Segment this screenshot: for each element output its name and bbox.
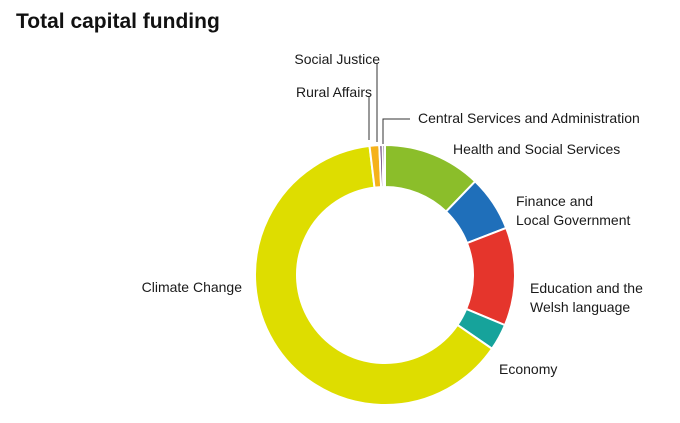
labels-group: Health and Social Services Finance and Loc…: [142, 51, 643, 377]
label-line: Central Services and Administration: [418, 110, 640, 126]
slices-group: [254, 143, 516, 406]
slice-climate-change: [254, 144, 494, 406]
label-line: Local Government: [516, 212, 631, 228]
slice-central-services-and-administration: [381, 143, 386, 189]
label-line: Climate Change: [142, 279, 243, 295]
label-line: Economy: [499, 361, 557, 377]
label-line: Finance and: [516, 193, 593, 209]
label-economy: Economy: [499, 361, 557, 377]
leader-line-central-services-and-administration: [382, 118, 410, 144]
label-education-and-the-welsh-language: Education and the Welsh language: [530, 280, 643, 315]
chart-title: Total capital funding: [16, 10, 220, 33]
label-line: Rural Affairs: [296, 84, 372, 100]
label-rural-affairs: Rural Affairs: [296, 84, 372, 100]
label-finance-and-local-government: Finance and Local Government: [516, 193, 631, 228]
label-health-and-social-services: Health and Social Services: [453, 141, 620, 157]
leader-lines-group: [368, 63, 410, 144]
label-line: Education and the: [530, 280, 643, 296]
label-central-services-and-administration: Central Services and Administration: [418, 110, 640, 126]
slice-education-and-the-welsh-language: [464, 226, 516, 327]
label-line: Social Justice: [294, 51, 380, 67]
label-climate-change: Climate Change: [142, 279, 243, 295]
label-line: Health and Social Services: [453, 141, 620, 157]
label-line: Welsh language: [530, 299, 630, 315]
label-social-justice: Social Justice: [294, 51, 380, 67]
